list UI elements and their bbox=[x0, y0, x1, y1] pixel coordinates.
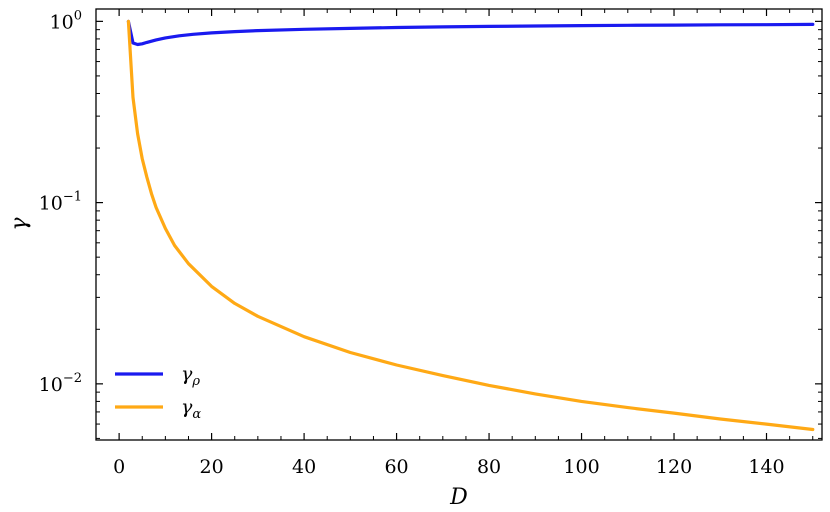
x-tick-labels: 0 20 40 60 80 100 120 140 bbox=[113, 456, 785, 478]
x-tick-label: 100 bbox=[563, 456, 599, 478]
y-axis-label: γ bbox=[7, 217, 32, 231]
x-axis-label: D bbox=[449, 485, 468, 510]
legend: γρ γα bbox=[115, 363, 201, 422]
legend-label: γρ bbox=[181, 363, 200, 389]
x-tick-label: 120 bbox=[656, 456, 692, 478]
ticks bbox=[96, 9, 822, 440]
x-tick-label: 140 bbox=[748, 456, 784, 478]
legend-label: γα bbox=[181, 396, 201, 422]
plot-frame bbox=[95, 8, 823, 441]
x-tick-label: 80 bbox=[477, 456, 501, 478]
x-tick-label: 40 bbox=[292, 456, 316, 478]
y-tick-label: 10−1 bbox=[39, 190, 82, 215]
y-tick-label: 100 bbox=[50, 8, 82, 33]
series-lines bbox=[126, 19, 815, 432]
x-tick-label: 0 bbox=[113, 456, 125, 478]
y-tick-label: 10−2 bbox=[39, 371, 82, 396]
series-line bbox=[126, 19, 815, 47]
series-line bbox=[126, 19, 815, 432]
x-tick-label: 20 bbox=[200, 456, 224, 478]
x-tick-label: 60 bbox=[384, 456, 408, 478]
y-tick-labels: 100 10−1 10−2 bbox=[39, 8, 82, 395]
